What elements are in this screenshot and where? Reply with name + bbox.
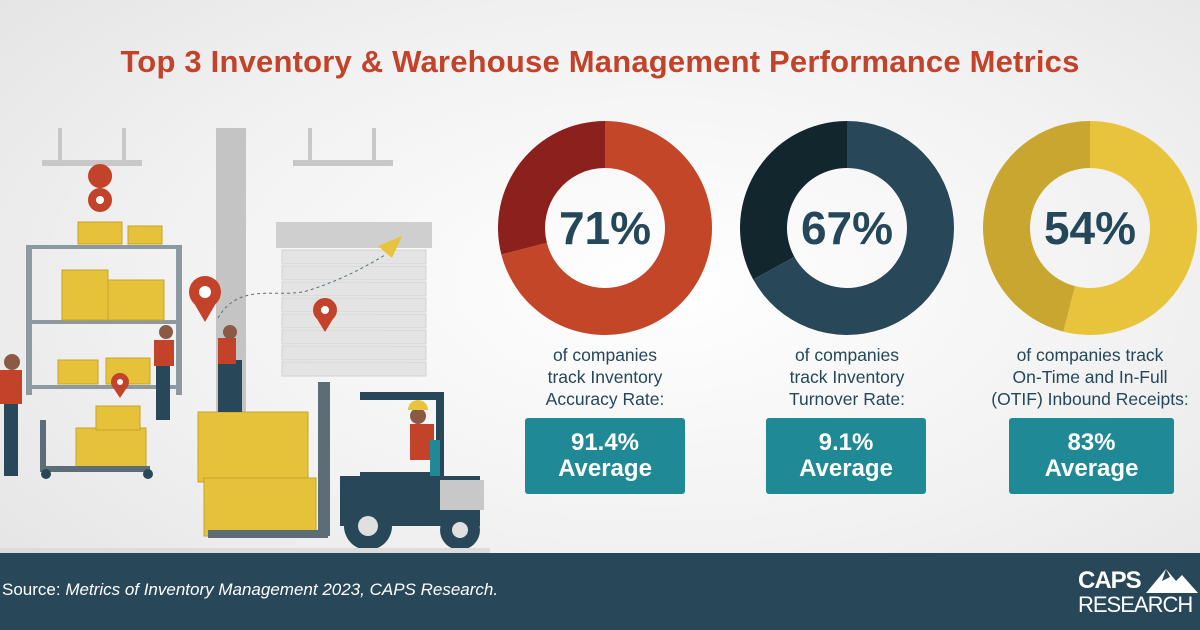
description-line: of companies track (1016, 345, 1164, 365)
average-badge: 91.4% Average (525, 418, 685, 494)
donut-value-segment (753, 121, 954, 335)
description-line: On-Time and In-Full (1012, 367, 1168, 387)
description-line: Accuracy Rate: (545, 389, 665, 409)
donut-remainder-segment (740, 121, 847, 280)
mountain-icon (1146, 569, 1198, 593)
source-citation: Source: Metrics of Inventory Management … (2, 580, 498, 600)
donut-chart-otif: 54% (980, 118, 1200, 338)
source-prefix: Source: (2, 580, 66, 599)
donut-remainder-segment (983, 121, 1090, 332)
average-badge: 83% Average (1009, 418, 1174, 494)
description-line: track Inventory (789, 367, 905, 387)
donut-svg (983, 121, 1197, 336)
description-line: of companies (552, 345, 658, 365)
donut-chart-inventory-accuracy: 71% (495, 118, 715, 338)
description-line: Turnover Rate: (788, 389, 906, 409)
average-label: Average (558, 455, 652, 482)
percent-label: 67% (800, 202, 894, 254)
ceiling-lamp-icon (42, 128, 393, 166)
footer: Source: Metrics of Inventory Management … (0, 553, 1200, 630)
average-label: Average (799, 455, 893, 482)
donut-svg (740, 121, 954, 335)
average-value: 83% (1067, 429, 1116, 456)
average-badge: 9.1% Average (766, 418, 926, 494)
metric-description: of companies track Inventory Accuracy Ra… (475, 344, 735, 410)
donut-svg (498, 121, 712, 335)
donut-value-segment (1063, 121, 1197, 336)
donut-value-segment (501, 121, 712, 335)
paper-plane-icon (378, 236, 402, 258)
percent-label: 54% (1043, 202, 1137, 254)
average-value: 91.4% (570, 429, 640, 456)
donut-chart-inventory-turnover: 67% (737, 118, 957, 338)
caps-research-logo: CAPS RESEARCH (1078, 567, 1198, 619)
warehouse-illustration (0, 128, 490, 553)
metric-description: of companies track Inventory Turnover Ra… (717, 344, 977, 410)
source-text: Metrics of Inventory Management 2023, CA… (65, 580, 499, 599)
average-value: 9.1% (818, 429, 874, 456)
donut-remainder-segment (498, 121, 605, 255)
metric-description: of companies track On-Time and In-Full (… (960, 344, 1200, 410)
percent-label: 71% (558, 202, 652, 254)
logo-line1: CAPS (1078, 567, 1142, 594)
description-line: (OTIF) Inbound Receipts: (991, 389, 1189, 409)
description-line: track Inventory (547, 367, 663, 387)
page-title: Top 3 Inventory & Warehouse Management P… (120, 44, 1080, 79)
description-line: of companies (794, 345, 900, 365)
logo-line2: RESEARCH (1078, 592, 1193, 617)
average-label: Average (1044, 455, 1139, 482)
